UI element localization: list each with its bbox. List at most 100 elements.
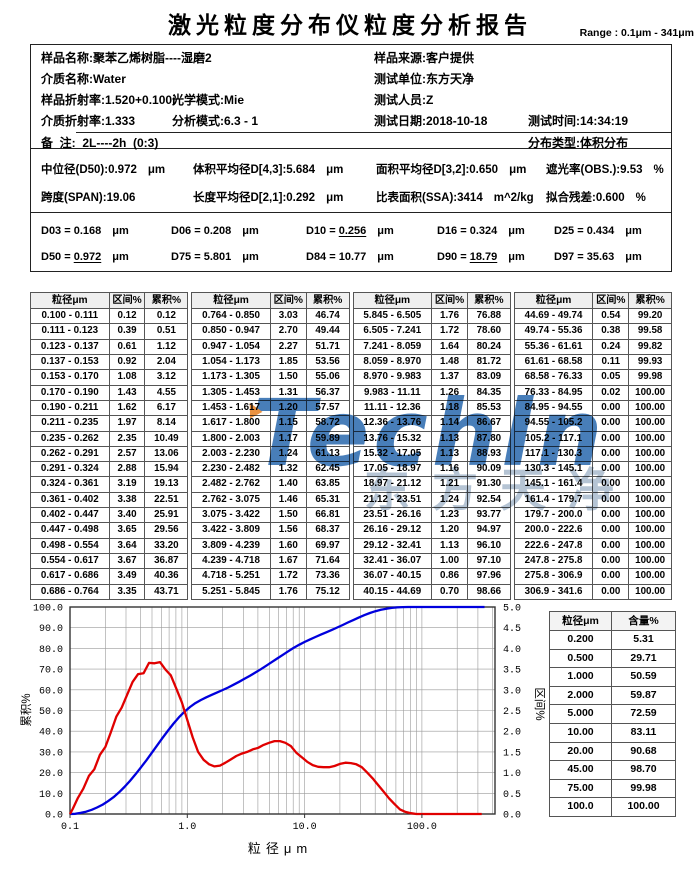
d-value-D75: D75 = 5.801 μm [171, 251, 259, 263]
left-axis-tick: 50.0 [39, 707, 63, 718]
table-cell: 10.00 [549, 722, 612, 743]
table-row: 0.111 - 0.123 0.39 0.51 [30, 323, 189, 340]
table-row: 4.239 - 4.718 1.67 71.64 [191, 553, 350, 570]
table-row: 275.8 - 306.9 0.00 100.00 [513, 568, 672, 585]
table-cell: 8.059 - 8.970 [352, 353, 433, 371]
table-cell: 86.67 [466, 415, 511, 432]
table-cell: 0.324 - 0.361 [30, 476, 110, 493]
table-cell: 0.617 - 0.686 [30, 568, 110, 585]
table-cell: 0.447 - 0.498 [30, 522, 110, 539]
table-cell: 1.453 - 1.617 [191, 399, 271, 417]
table-cell: 0.111 - 0.123 [30, 323, 110, 340]
table-cell: 1.20 [431, 522, 468, 539]
table-cell: 0.24 [592, 338, 630, 355]
x-axis-title: 粒径μm [248, 841, 312, 856]
table-cell: 99.20 [628, 308, 672, 325]
table-row: 0.947 - 1.054 2.27 51.71 [191, 338, 350, 355]
table-cell: 3.422 - 3.809 [191, 522, 271, 539]
sample-info-box: 样品名称:聚苯乙烯树脂----湿磨2 样品来源:客户提供 介质名称:Water … [30, 44, 672, 272]
range-label: Range : 0.1μm - 341μm [579, 27, 694, 39]
statistics-section: 中位径(D50):0.972 μm 体积平均径D[4,3]:5.684 μm 面积平均径… [31, 149, 671, 213]
data-table: 粒径μm 含量% 0.200 5.31 0.500 29.71 1.000 50.59 2.00… [549, 611, 676, 817]
table-cell: 1.054 - 1.173 [191, 353, 271, 371]
d-value-D10: D10 = 0.256 μm [306, 225, 394, 237]
table-cell: 100.00 [628, 415, 672, 432]
table-row: 40.15 - 44.69 0.70 98.66 [352, 583, 511, 601]
table-cell: 22.51 [144, 491, 189, 509]
table-cell: 15.32 - 17.05 [352, 445, 433, 463]
left-axis-tick: 20.0 [39, 769, 63, 780]
table-cell: 3.64 [108, 537, 146, 555]
table-cell: 2.230 - 2.482 [191, 461, 271, 478]
unit-label: μm [112, 251, 129, 263]
table-cell: 0.12 [108, 308, 146, 325]
table-cell: 76.88 [466, 308, 511, 325]
table-cell: 1.24 [269, 445, 307, 463]
test-date: 测试日期:2018-10-18 [374, 114, 488, 128]
table-cell: 4.239 - 4.718 [191, 553, 271, 570]
table-row: 11.11 - 12.36 1.18 85.53 [352, 399, 511, 417]
table-cell: 84.35 [466, 384, 511, 401]
table-cell: 78.60 [466, 323, 511, 340]
table-cell: 100.00 [628, 491, 672, 509]
d-value-D25: D25 = 0.434 μm [554, 225, 642, 237]
table-cell: 32.41 - 36.07 [352, 553, 433, 570]
table-row: 0.617 - 0.686 3.49 40.36 [30, 568, 189, 585]
stat-遮光率(OBS.): 遮光率(OBS.):9.53% [546, 164, 664, 176]
table-cell: 55.36 - 61.61 [513, 338, 594, 355]
table-cell: 1.00 [431, 553, 468, 570]
table-cell: 7.241 - 8.059 [352, 338, 433, 355]
table-cell: 0.850 - 0.947 [191, 323, 271, 340]
table-cell: 94.55 - 105.2 [513, 415, 594, 432]
left-axis-tick: 90.0 [39, 624, 63, 635]
table-row: 100.0 100.00 [549, 797, 676, 817]
column-header: 粒径μm [549, 611, 612, 631]
table-cell: 0.51 [144, 323, 189, 340]
d-value-D50: D50 = 0.972 μm [41, 251, 129, 263]
d-value-number: 0.434 [586, 225, 615, 237]
table-row: 45.00 98.70 [549, 760, 676, 780]
table-cell: 100.00 [628, 507, 672, 524]
table-cell: 36.07 - 40.15 [352, 568, 433, 585]
table-cell: 71.64 [305, 553, 350, 570]
table-cell: 65.31 [305, 491, 350, 509]
table-cell: 0.211 - 0.235 [30, 415, 110, 432]
table-cell: 5.31 [611, 630, 676, 650]
table-cell: 26.16 - 29.12 [352, 522, 433, 539]
d-value-number: 0.256 [338, 225, 367, 237]
table-row: 200.0 - 222.6 0.00 100.00 [513, 522, 672, 539]
table-row: 13.76 - 15.32 1.13 87.80 [352, 430, 511, 447]
table-cell: 1.50 [269, 507, 307, 524]
stat-长度平均径D[2,1]: 长度平均径D[2,1]:0.292 μm [193, 192, 344, 204]
column-header: 区间% [592, 291, 630, 310]
table-cell: 0.00 [592, 507, 630, 524]
table-cell: 0.262 - 0.291 [30, 445, 110, 463]
table-row: 68.58 - 76.33 0.05 99.98 [513, 369, 672, 386]
table-cell: 2.35 [108, 430, 146, 447]
table-cell: 3.19 [108, 476, 146, 493]
table-cell: 0.764 - 0.850 [191, 308, 271, 325]
table-cell: 92.54 [466, 491, 511, 509]
table-cell: 0.291 - 0.324 [30, 461, 110, 478]
table-cell: 0.190 - 0.211 [30, 399, 110, 417]
table-cell: 1.000 [549, 667, 612, 687]
table-row: 2.230 - 2.482 1.32 62.45 [191, 461, 350, 478]
table-cell: 4.718 - 5.251 [191, 568, 271, 585]
sample-source: 样品来源:客户提供 [374, 51, 474, 65]
table-row: 0.262 - 0.291 2.57 13.06 [30, 445, 189, 463]
table-row: 3.422 - 3.809 1.56 68.37 [191, 522, 350, 539]
table-cell: 1.15 [269, 415, 307, 432]
table-cell: 100.00 [628, 445, 672, 463]
table-row: 20.00 90.68 [549, 741, 676, 762]
d-values-section: D03 = 0.168 μm D06 = 0.208 μm D10 = 0.256 μm D… [31, 213, 671, 271]
table-cell: 306.9 - 341.6 [513, 583, 594, 601]
table-row: 1.173 - 1.305 1.50 55.06 [191, 369, 350, 386]
table-row: 0.100 - 0.111 0.12 0.12 [30, 308, 189, 325]
table-cell: 83.11 [611, 722, 676, 743]
table-cell: 0.00 [592, 583, 630, 601]
table-row: 0.764 - 0.850 3.03 46.74 [191, 308, 350, 325]
table-cell: 6.505 - 7.241 [352, 323, 433, 340]
table-cell: 0.402 - 0.447 [30, 507, 110, 524]
left-axis-tick: 60.0 [39, 686, 63, 697]
d-value-number: 18.79 [469, 251, 498, 263]
